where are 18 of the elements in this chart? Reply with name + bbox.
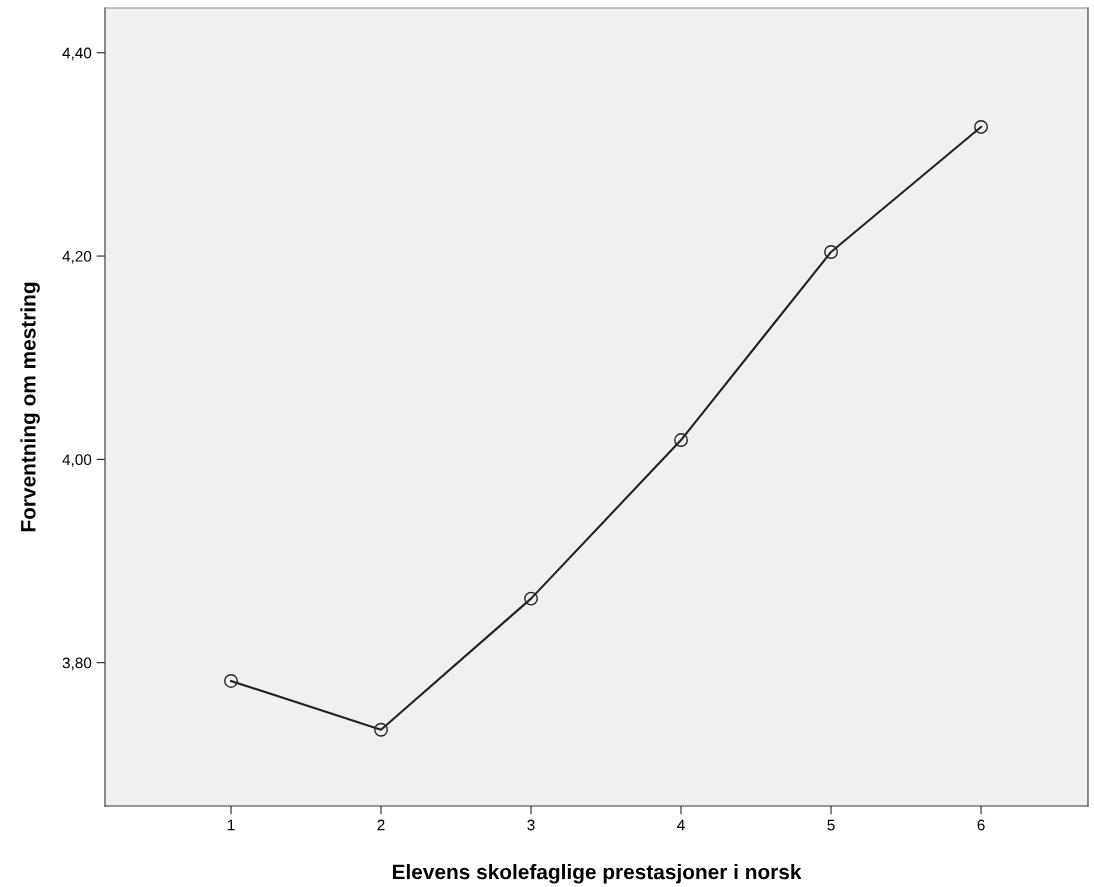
x-tick-label: 3 [527, 819, 535, 831]
x-tick-label: 5 [827, 819, 835, 831]
point [824, 245, 838, 259]
y-axis-title: Forventning om mestring [20, 282, 40, 532]
point [524, 591, 538, 606]
y-tick-label: 3,80 [62, 657, 92, 671]
point [674, 433, 688, 447]
point [974, 119, 988, 134]
y-tick-label: 4,20 [62, 250, 92, 264]
x-tick-label: 6 [977, 819, 985, 831]
x-tick-label: 1 [227, 819, 235, 831]
x-tick-label: 2 [377, 819, 385, 831]
point [224, 674, 238, 688]
y-tick-label: 4,40 [62, 47, 92, 61]
y-tick-label: 4,00 [62, 454, 92, 467]
x-tick-label: 4 [677, 819, 685, 831]
x-axis-title: Elevens skolefaglige prestasjoner i norsk [392, 863, 802, 884]
point [374, 722, 388, 737]
